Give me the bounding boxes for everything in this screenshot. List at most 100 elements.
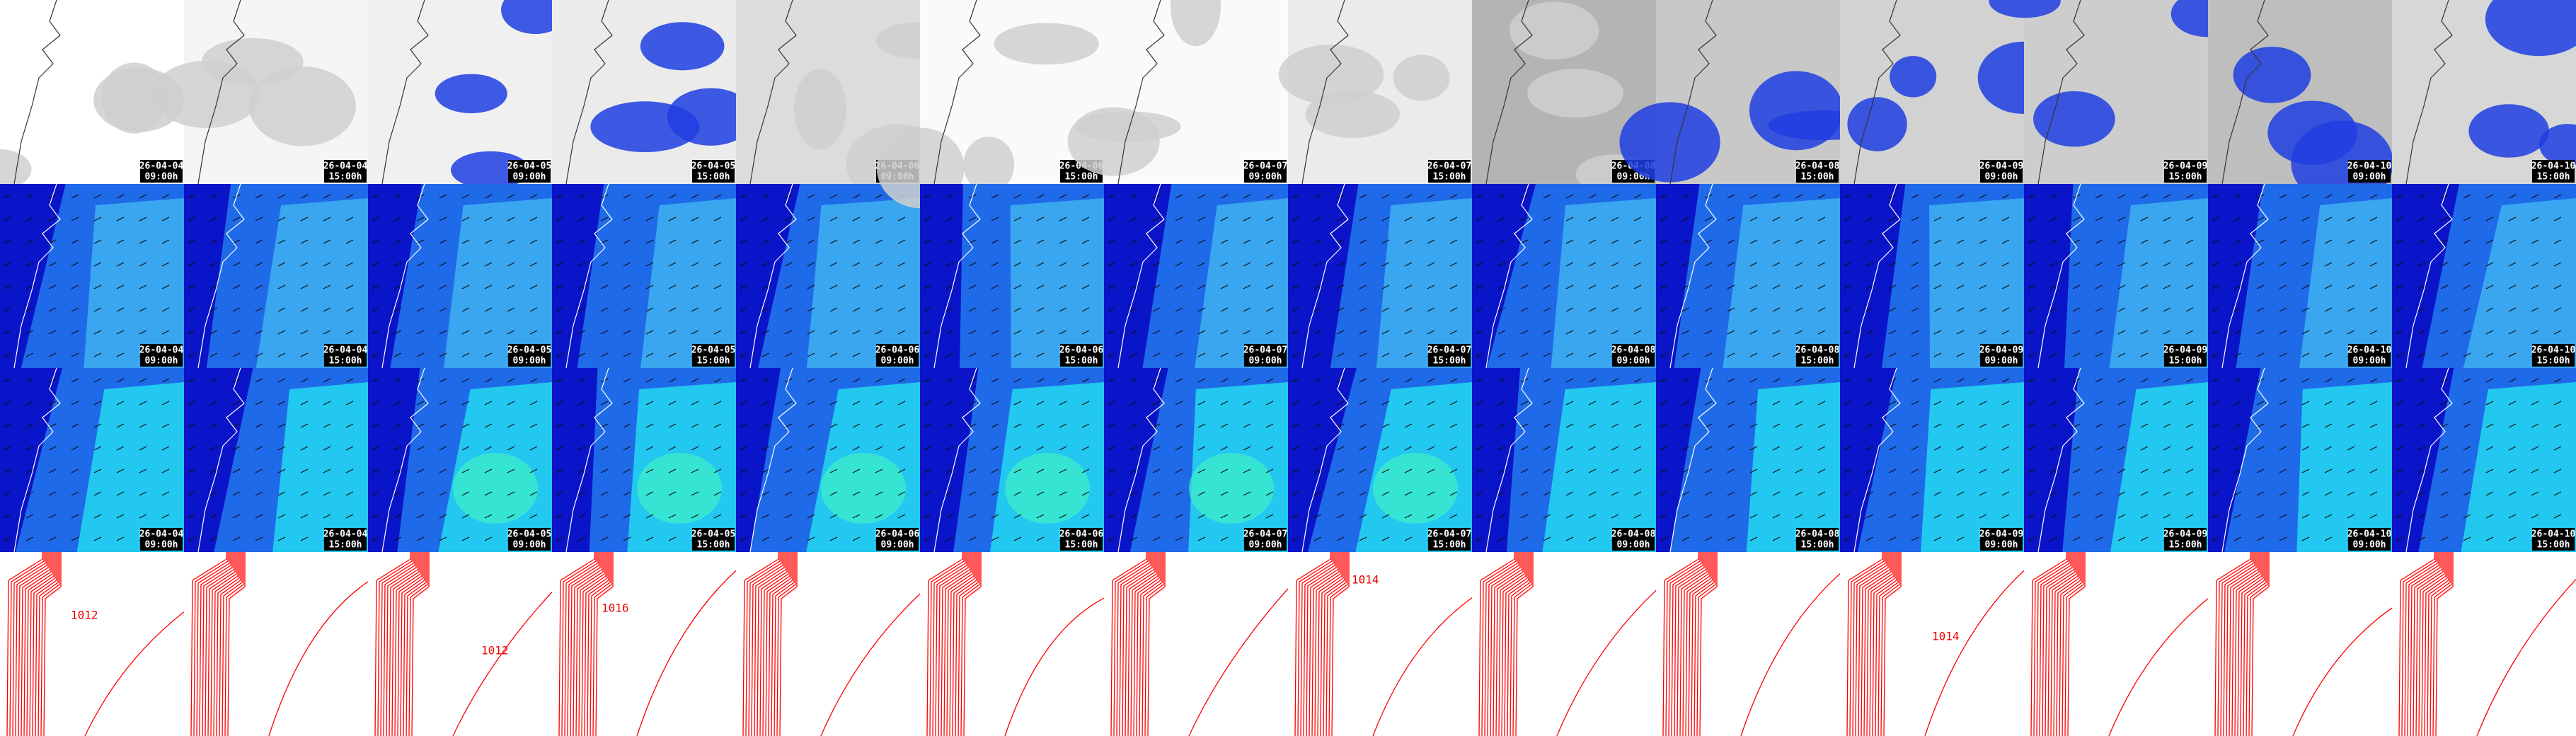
wind-arrow — [1336, 423, 1345, 428]
wind-arrow — [2440, 352, 2449, 357]
wind-arrow — [1107, 491, 1115, 496]
wind-arrow — [1404, 262, 1413, 267]
wind-arrow — [1059, 514, 1067, 519]
wind-arrow — [2347, 446, 2355, 451]
wind-arrow — [1933, 423, 1942, 428]
wind-arrow — [1888, 423, 1897, 428]
wind-arrow — [1243, 514, 1251, 519]
wind-arrow — [852, 378, 861, 383]
wind-arrow — [1795, 330, 1803, 335]
wind-arrow — [668, 262, 677, 267]
wind-arrow — [1704, 514, 1713, 519]
isobar — [1878, 552, 1899, 736]
wind-arrow — [2301, 262, 2310, 267]
wind-arrow — [668, 352, 677, 357]
wind-arrow — [1081, 468, 1090, 473]
wind-arrow — [1749, 330, 1758, 335]
wind-arrow — [1291, 401, 1299, 406]
wind-arrow — [1107, 239, 1115, 244]
wind-arrow — [555, 352, 563, 357]
coastline — [1853, 183, 1901, 369]
isobar — [2053, 552, 2078, 736]
wind-arrow — [1817, 262, 1826, 267]
wind-arrow — [209, 284, 218, 289]
wind-arrow — [1565, 239, 1574, 244]
cloud-patch — [1749, 71, 1844, 151]
wind-arrow — [187, 330, 195, 335]
isobar — [219, 552, 241, 736]
wind-arrow — [300, 239, 309, 244]
wind-arrow — [1449, 330, 1458, 335]
wind-arrow — [1107, 262, 1115, 267]
wind-arrow — [1865, 307, 1874, 312]
wind-arrow — [1129, 514, 1138, 519]
wind-arrow — [2027, 378, 2035, 383]
date-label: 26-04-04 — [139, 529, 184, 540]
wind-arrow — [1152, 446, 1161, 451]
wind-arrow — [1588, 284, 1597, 289]
isobar — [1326, 552, 1347, 736]
wind-arrow — [1543, 514, 1551, 519]
wind-arrow — [484, 330, 493, 335]
isobar — [564, 552, 598, 736]
isobar — [1501, 552, 1526, 736]
wind-arrow — [1129, 378, 1138, 383]
wind-arrow — [2347, 423, 2355, 428]
wind-arrow — [1129, 194, 1138, 199]
wind-arrow — [1359, 239, 1367, 244]
wind-arrow — [1475, 239, 1483, 244]
wind-arrow — [1727, 262, 1735, 267]
isobar — [745, 552, 781, 736]
wind-arrow — [416, 468, 425, 473]
wind-arrow — [1795, 239, 1803, 244]
wind-arrow — [2279, 423, 2287, 428]
coastline — [2221, 0, 2269, 185]
wind-arrow — [300, 491, 309, 496]
wind-arrow — [829, 284, 838, 289]
wind-arrow — [1175, 262, 1183, 267]
wind-arrow — [1520, 352, 1529, 357]
wind-arrow — [1795, 284, 1803, 289]
wind-arrow — [2440, 401, 2449, 406]
wind-arrow — [345, 262, 354, 267]
wind-arrow — [2211, 194, 2219, 199]
wind-arrow — [691, 239, 699, 244]
date-label: 26-04-10 — [2531, 345, 2576, 356]
wind-arrow — [668, 284, 677, 289]
wind-arrow — [1081, 514, 1090, 519]
wind-arrow — [1404, 239, 1413, 244]
wind-arrow — [484, 194, 493, 199]
wind-arrow — [1291, 194, 1299, 199]
wind-arrow — [1359, 284, 1367, 289]
wind-arrow — [1497, 491, 1506, 496]
wind-arrow — [161, 307, 170, 312]
wind-arrow — [1565, 446, 1574, 451]
wind-arrow — [277, 352, 286, 357]
wind-arrow — [2279, 401, 2287, 406]
wind-arrow — [1220, 401, 1229, 406]
wind-arrow — [1543, 262, 1551, 267]
wind-arrow — [2185, 378, 2194, 383]
wind-arrow — [416, 217, 425, 222]
wind-arrow — [187, 491, 195, 496]
wind-arrow — [1059, 401, 1067, 406]
wind-arrow — [1633, 217, 1642, 222]
wind-arrow — [1772, 239, 1781, 244]
wind-arrow — [1081, 262, 1090, 267]
wind-arrow — [1036, 262, 1045, 267]
wind-arrow — [1772, 536, 1781, 541]
wind-arrow — [2369, 401, 2378, 406]
wind-arrow — [1336, 352, 1345, 357]
wind-arrow — [2347, 262, 2355, 267]
wind-arrow — [323, 491, 331, 496]
date-label: 26-04-04 — [139, 161, 184, 172]
coastline — [1485, 183, 1533, 369]
wind-arrow — [2233, 468, 2242, 473]
wind-arrow — [439, 284, 447, 289]
wind-band — [2463, 198, 2576, 368]
wind-arrow — [2095, 262, 2103, 267]
wind-arrow — [1865, 514, 1874, 519]
wind-arrow — [1543, 284, 1551, 289]
wind-arrow — [1817, 217, 1826, 222]
date-label: 26-04-06 — [1059, 345, 1104, 356]
